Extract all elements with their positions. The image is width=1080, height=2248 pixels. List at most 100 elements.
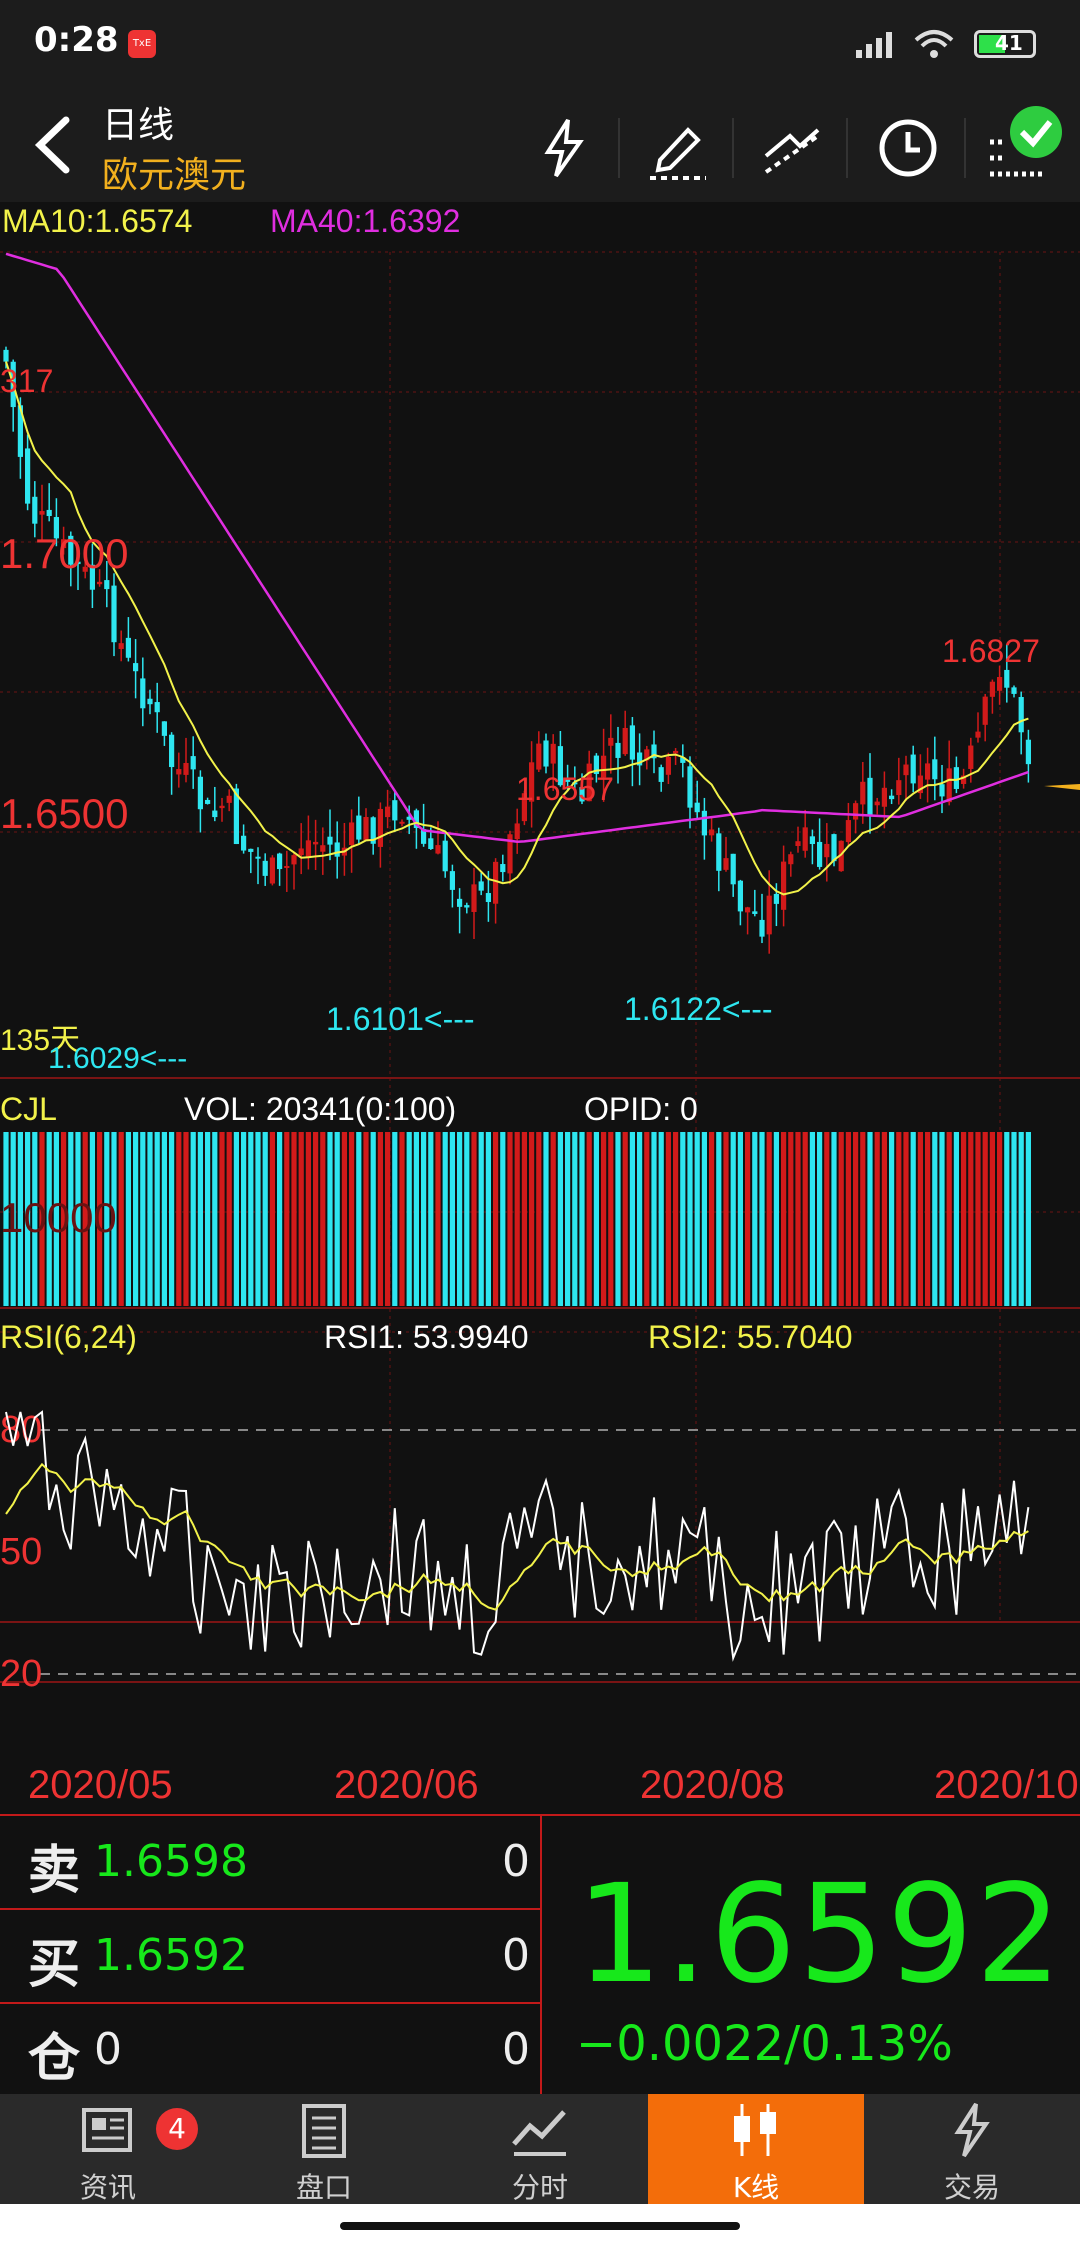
volume-bar xyxy=(781,1132,787,1306)
candle-body xyxy=(97,581,103,585)
volume-bar xyxy=(284,1132,290,1306)
candle-body xyxy=(889,795,895,800)
kline-chart[interactable]: MA10:1.6574 MA40:1.6392 317 1.7000 1.650… xyxy=(0,202,1080,1814)
volume-bar xyxy=(773,1132,779,1306)
sell-price: 1.6598 xyxy=(94,1836,248,1887)
volume-bar xyxy=(673,1132,679,1306)
volume-bar xyxy=(140,1132,146,1306)
nav-orderbook[interactable]: 盘口 xyxy=(216,2094,432,2204)
volume-bar xyxy=(845,1132,851,1306)
rsi-levels xyxy=(40,1429,1080,1675)
draw-pencil-icon[interactable] xyxy=(642,112,714,184)
top-bar: 日线 欧元澳元 xyxy=(0,90,1080,202)
volume-bar xyxy=(341,1132,347,1306)
lightning-icon[interactable] xyxy=(528,112,600,184)
volume-bar xyxy=(32,1132,38,1306)
candle-body xyxy=(831,834,837,862)
volume-bar xyxy=(75,1132,81,1306)
candle-body xyxy=(500,864,506,873)
candle-body xyxy=(241,835,247,851)
nav-trade[interactable]: 交易 xyxy=(864,2094,1080,2204)
candle-body xyxy=(428,838,434,849)
volume-bar xyxy=(536,1132,542,1306)
volume-bar xyxy=(305,1132,311,1306)
volume-bar xyxy=(817,1132,823,1306)
candle-body xyxy=(478,881,484,891)
candle-body xyxy=(291,855,297,865)
candle-body xyxy=(75,561,81,565)
volume-bar xyxy=(925,1132,931,1306)
volume-bar xyxy=(17,1132,23,1306)
settings-check-icon[interactable] xyxy=(986,98,1066,188)
volume-bar xyxy=(723,1132,729,1306)
volume-bar xyxy=(118,1132,124,1306)
volume-bar xyxy=(860,1132,866,1306)
volume-bar xyxy=(701,1132,707,1306)
lightning-trade-icon xyxy=(954,2102,990,2158)
candle-body xyxy=(910,754,916,784)
volume-bar xyxy=(586,1132,592,1306)
rsi1-line xyxy=(5,1410,1030,1662)
volume-bar xyxy=(334,1132,340,1306)
candle-body xyxy=(723,858,729,870)
clock-icon[interactable] xyxy=(872,112,944,184)
candle-body xyxy=(514,823,520,840)
candle-body xyxy=(766,895,772,935)
candle-body xyxy=(385,806,391,818)
chart-separators xyxy=(0,1077,1080,1683)
y-tick-2: 1.6500 xyxy=(0,790,128,837)
home-indicator[interactable] xyxy=(340,2222,740,2230)
candle-body xyxy=(1025,739,1031,765)
orderbook-icon xyxy=(302,2104,346,2158)
battery-level: 41 xyxy=(995,31,1023,55)
nav-news[interactable]: 4 资讯 xyxy=(0,2094,216,2204)
volume-bar xyxy=(795,1132,801,1306)
volume-bar xyxy=(968,1132,974,1306)
volume-bar xyxy=(493,1132,499,1306)
candle-body xyxy=(593,755,599,774)
volume-bar xyxy=(867,1132,873,1306)
candle-body xyxy=(406,816,412,820)
volume-bar xyxy=(428,1132,434,1306)
candle-body xyxy=(197,776,203,810)
y-tick-1: 1.7000 xyxy=(0,530,128,577)
candle-body xyxy=(190,756,196,770)
volume-bar xyxy=(961,1132,967,1306)
candle-body xyxy=(262,860,268,876)
candle-body xyxy=(212,810,218,818)
position-row[interactable]: 仓 0 0 xyxy=(0,2004,540,2096)
volume-bar xyxy=(500,1132,506,1306)
nav-kline[interactable]: K线 xyxy=(648,2094,864,2204)
volume-bar xyxy=(313,1132,319,1306)
annotation-left-high: 317 xyxy=(0,363,53,399)
candle-body xyxy=(471,884,477,912)
buy-row[interactable]: 买 1.6592 0 xyxy=(0,1910,540,2004)
volume-bar xyxy=(651,1132,657,1306)
nav-timeshare[interactable]: 分时 xyxy=(432,2094,648,2204)
volume-bar xyxy=(3,1132,9,1306)
volume-bar xyxy=(413,1132,419,1306)
volume-bar xyxy=(572,1132,578,1306)
volume-bar xyxy=(809,1132,815,1306)
candle-body xyxy=(464,905,470,908)
ma10-label: MA10:1.6574 xyxy=(2,203,192,239)
candle-body xyxy=(615,742,621,758)
candle-body xyxy=(183,763,189,775)
candle-body xyxy=(46,509,52,517)
back-arrow-icon[interactable] xyxy=(24,110,84,180)
signal-icon xyxy=(856,32,892,58)
kline-chart-area[interactable]: MA10:1.6574 MA40:1.6392 317 1.7000 1.650… xyxy=(0,202,1080,1814)
candle-body xyxy=(377,808,383,847)
volume-value: VOL: 20341(0:100) xyxy=(184,1091,456,1127)
trend-lines-icon[interactable] xyxy=(756,112,828,184)
candle-body xyxy=(25,448,31,504)
candle-body xyxy=(946,768,952,803)
volume-bar xyxy=(946,1132,952,1306)
sell-row[interactable]: 卖 1.6598 0 xyxy=(0,1816,540,1910)
volume-bar xyxy=(190,1132,196,1306)
candle-body xyxy=(874,801,880,806)
candle-body xyxy=(730,853,736,885)
candle-body xyxy=(881,787,887,807)
volume-bar xyxy=(557,1132,563,1306)
candle-body xyxy=(356,815,362,840)
